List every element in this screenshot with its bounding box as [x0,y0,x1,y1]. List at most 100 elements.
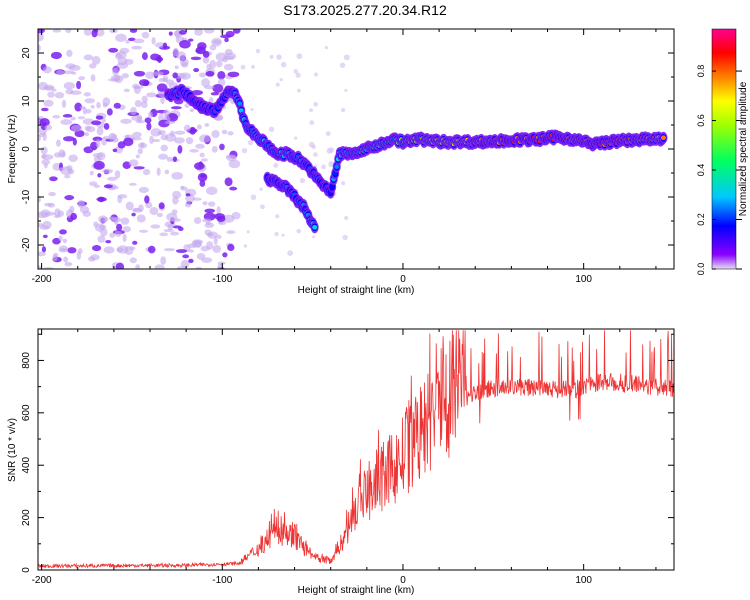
noise-blob [216,206,221,215]
noise-blob [141,52,148,60]
noise-blob [210,92,219,96]
noise-blob [121,73,129,79]
noise-blob [103,123,110,130]
noise-blob [42,234,48,239]
x-tick-label: -200 [32,274,52,285]
noise-blob [205,186,218,195]
noise-blob [344,215,349,221]
noise-blob [52,29,62,33]
noise-blob [280,61,287,68]
noise-blob [68,154,78,163]
y-tick-label: 200 [21,509,32,526]
noise-blob [143,80,149,87]
ridge-mark [660,135,666,141]
noise-blob [50,51,62,60]
noise-blob [69,90,82,95]
noise-blob [62,114,73,118]
noise-blob [150,224,161,229]
noise-blob [120,118,132,124]
noise-blob [326,148,333,154]
noise-blob [137,148,143,155]
noise-blob [71,124,83,132]
noise-blob [223,55,235,60]
x-tick-label: 100 [575,575,592,586]
noise-blob [96,197,107,202]
noise-blob [182,254,190,259]
noise-blob [340,107,346,113]
colorbar: 0.0 0.2 0.4 0.6 0.8 Normalized spectral ampl… [696,28,749,276]
noise-blob [131,45,143,50]
colorbar-tick-label: 0.0 [696,263,706,276]
noise-blob [83,132,90,137]
noise-blob [170,106,182,110]
noise-blob [79,105,86,110]
noise-blob [77,248,83,254]
noise-blob [85,126,96,133]
noise-blob [152,71,164,77]
noise-blob [172,156,178,162]
colorbar-label: Normalized spectral amplitude [738,81,749,216]
noise-blob [201,78,211,88]
noise-blob [101,137,108,146]
snr-series-line [38,330,674,569]
noise-blob [240,64,246,70]
y-tick-label: 800 [21,352,32,369]
noise-blob [206,232,214,237]
noise-blob [281,233,285,237]
noise-blob [132,208,139,212]
noise-blob [295,72,301,78]
noise-blob [143,168,151,176]
y-tick-label: 10 [21,95,32,107]
noise-blob [201,158,209,162]
noise-blob [231,211,241,220]
noise-blob [103,246,115,254]
noise-blob [117,195,123,204]
noise-blob [312,235,316,239]
noise-blob [92,136,103,142]
noise-blob [64,261,73,267]
noise-blob [103,184,113,189]
noise-blob [117,141,126,149]
noise-blob [187,243,197,249]
y-tick-label: 400 [21,456,32,473]
noise-blob [293,68,298,74]
noise-blob [250,108,254,112]
noise-blob [296,228,302,234]
noise-blob [38,44,41,52]
noise-blob [160,96,165,105]
y-tick-label: 0 [21,567,32,573]
noise-blob [61,99,67,109]
noise-blob [130,106,137,116]
noise-blob [154,264,165,269]
noise-blob [96,127,104,136]
noise-blob [229,186,238,191]
noise-blob [178,29,187,35]
snr-xlabel: Height of straight line (km) [298,585,415,596]
noise-blob [228,159,241,169]
noise-blob [204,29,215,34]
noise-blob [190,56,202,61]
noise-blob [63,136,75,142]
noise-blob [309,120,315,126]
noise-blob [125,201,134,211]
noise-blob [129,246,136,251]
noise-blob [226,230,236,235]
noise-blob [251,64,256,69]
noise-blob [108,47,119,53]
noise-blob [83,54,94,61]
noise-blob [175,249,188,254]
noise-blob [212,244,222,254]
noise-blob [279,77,283,82]
noise-blob [202,50,210,58]
noise-blob [95,138,101,148]
noise-blob [275,82,280,87]
noise-blob [85,109,92,114]
colorbar-tick-label: 0.8 [696,65,706,78]
noise-blob [159,232,169,237]
noise-blob [98,215,108,224]
noise-blob [83,29,92,36]
noise-blob [93,160,105,170]
noise-blob [54,91,65,99]
noise-blob [141,95,148,103]
noise-blob [250,194,257,201]
